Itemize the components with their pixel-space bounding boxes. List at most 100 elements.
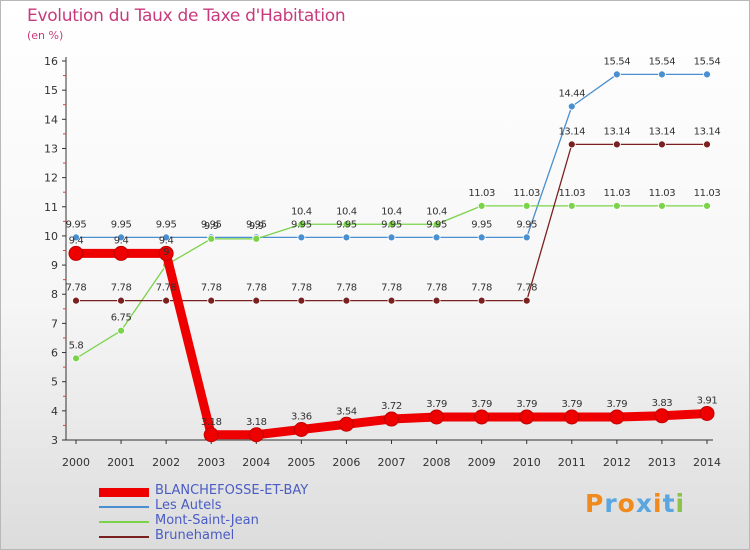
data-label: 10.4 bbox=[381, 206, 402, 217]
data-label: 9.95 bbox=[426, 219, 447, 230]
chart-title: Evolution du Taux de Taxe d'Habitation bbox=[27, 6, 346, 26]
data-point bbox=[432, 220, 441, 229]
x-tick-label: 2008 bbox=[423, 456, 451, 469]
data-point bbox=[567, 201, 576, 210]
data-label: 9 bbox=[163, 247, 169, 258]
data-label: 9.95 bbox=[336, 219, 357, 230]
data-point bbox=[387, 233, 396, 242]
y-tick-label: 6 bbox=[51, 347, 58, 360]
data-label: 3.54 bbox=[336, 406, 357, 417]
data-point bbox=[474, 409, 490, 425]
data-point bbox=[342, 220, 351, 229]
data-point bbox=[612, 140, 621, 149]
y-tick-label: 4 bbox=[51, 405, 58, 418]
legend-label: Mont-Saint-Jean bbox=[155, 513, 259, 528]
data-point bbox=[477, 296, 486, 305]
data-point bbox=[612, 201, 621, 210]
data-point bbox=[429, 409, 445, 425]
data-point bbox=[387, 220, 396, 229]
data-point bbox=[387, 296, 396, 305]
data-point bbox=[113, 245, 129, 261]
data-point bbox=[117, 296, 125, 305]
data-point bbox=[162, 233, 171, 242]
data-label: 9.9 bbox=[249, 221, 264, 232]
data-point bbox=[248, 427, 264, 443]
data-label: 15.54 bbox=[649, 56, 676, 67]
x-tick-label: 2004 bbox=[242, 456, 270, 469]
data-point bbox=[72, 233, 80, 242]
data-label: 9.95 bbox=[201, 219, 222, 230]
data-point bbox=[703, 201, 711, 210]
data-point bbox=[252, 296, 261, 305]
data-label: 9.95 bbox=[291, 219, 312, 230]
data-point bbox=[342, 233, 351, 242]
data-label: 3.79 bbox=[516, 399, 537, 410]
x-tick-label: 2005 bbox=[287, 456, 315, 469]
data-point bbox=[477, 233, 486, 242]
data-label: 7.78 bbox=[246, 283, 267, 294]
data-point bbox=[654, 408, 670, 424]
y-tick-label: 15 bbox=[44, 84, 58, 97]
proxiti-logo: Proxiti bbox=[585, 489, 685, 518]
data-label: 7.78 bbox=[336, 283, 357, 294]
data-point bbox=[522, 233, 531, 242]
data-point bbox=[658, 70, 666, 79]
y-tick-label: 5 bbox=[51, 376, 58, 389]
data-point bbox=[207, 234, 216, 243]
data-label: 9.95 bbox=[111, 219, 132, 230]
data-label: 15.54 bbox=[694, 56, 721, 67]
y-tick-label: 3 bbox=[51, 434, 58, 447]
logo-letter: r bbox=[604, 489, 618, 518]
line-chart: 3 4 5 6 7 8 9 10 11 12 13 14 15 16 2000 2001 2002 2003 200… bbox=[44, 55, 721, 469]
x-tick-label: 2002 bbox=[152, 456, 180, 469]
data-point bbox=[522, 201, 531, 210]
data-label: 11.03 bbox=[649, 188, 676, 199]
data-label: 15.54 bbox=[604, 56, 631, 67]
legend-swatch bbox=[99, 487, 149, 497]
data-point bbox=[564, 409, 580, 425]
data-point bbox=[297, 220, 306, 229]
data-label: 9.95 bbox=[471, 219, 492, 230]
data-point bbox=[293, 422, 309, 438]
data-label: 9.9 bbox=[204, 221, 219, 232]
data-label: 7.78 bbox=[471, 283, 492, 294]
x-tick-label: 2009 bbox=[468, 456, 496, 469]
data-point bbox=[612, 70, 621, 79]
data-label: 3.79 bbox=[607, 399, 628, 410]
data-point bbox=[699, 405, 715, 421]
data-point bbox=[658, 201, 666, 210]
logo-letter: i bbox=[653, 489, 663, 518]
data-point bbox=[207, 296, 216, 305]
data-point bbox=[432, 233, 441, 242]
data-point bbox=[72, 296, 80, 305]
data-label: 7.78 bbox=[201, 283, 222, 294]
chart-unit: (en %) bbox=[27, 29, 64, 42]
data-label: 14.44 bbox=[558, 88, 585, 99]
data-label: 11.03 bbox=[468, 188, 495, 199]
data-label: 3.83 bbox=[652, 398, 673, 409]
logo-letter: o bbox=[617, 489, 636, 518]
data-point bbox=[522, 296, 531, 305]
data-label: 9.95 bbox=[381, 219, 402, 230]
x-tick-label: 2001 bbox=[107, 456, 135, 469]
y-tick-label: 13 bbox=[44, 142, 58, 155]
data-label: 10.4 bbox=[291, 206, 312, 217]
data-label: 7.78 bbox=[516, 283, 537, 294]
data-label: 11.03 bbox=[558, 188, 585, 199]
y-tick-label: 7 bbox=[51, 317, 58, 330]
y-tick-label: 11 bbox=[44, 201, 58, 214]
data-point bbox=[703, 70, 711, 79]
data-point bbox=[338, 416, 354, 432]
data-point bbox=[68, 245, 84, 261]
x-tick-label: 2007 bbox=[378, 456, 406, 469]
y-tick-label: 10 bbox=[44, 230, 58, 243]
data-label: 11.03 bbox=[694, 188, 721, 199]
data-label: 11.03 bbox=[513, 188, 540, 199]
data-point bbox=[658, 140, 666, 149]
data-point bbox=[342, 296, 351, 305]
data-point bbox=[567, 140, 576, 149]
x-tick-label: 2012 bbox=[603, 456, 631, 469]
logo-letter: i bbox=[675, 489, 686, 518]
data-label: 7.78 bbox=[291, 283, 312, 294]
